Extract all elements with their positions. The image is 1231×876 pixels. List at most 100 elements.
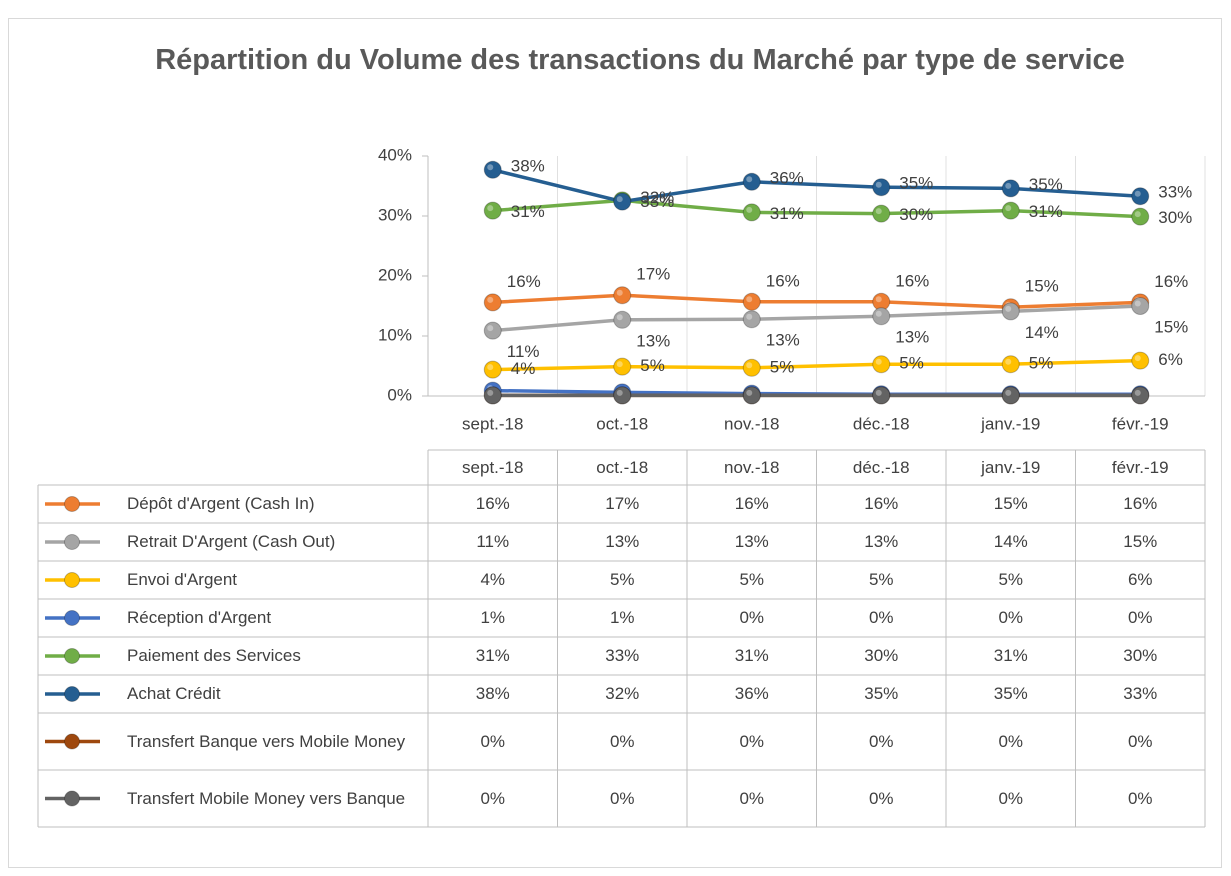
data-label: 38% bbox=[511, 156, 545, 175]
x-tick-label: nov.-18 bbox=[724, 414, 779, 433]
marker-highlight bbox=[875, 181, 882, 188]
legend-marker bbox=[64, 496, 80, 512]
table-value: 15% bbox=[946, 485, 1076, 523]
table-value-text: 1% bbox=[480, 608, 506, 627]
table-value: 31% bbox=[428, 637, 558, 675]
marker-highlight bbox=[616, 361, 623, 368]
table-value: 0% bbox=[687, 713, 817, 770]
table-value: 5% bbox=[558, 561, 688, 599]
series-marker bbox=[742, 203, 761, 222]
table-value-text: 13% bbox=[864, 532, 899, 551]
table-value: 17% bbox=[558, 485, 688, 523]
table-value-text: 16% bbox=[1123, 494, 1158, 513]
data-label: 15% bbox=[1025, 277, 1059, 296]
data-label: 13% bbox=[895, 328, 929, 347]
table-value-text: 30% bbox=[1123, 646, 1158, 665]
table-value-text: 0% bbox=[868, 788, 894, 808]
marker-highlight bbox=[1134, 300, 1141, 307]
series-marker bbox=[613, 286, 632, 305]
marker-highlight bbox=[746, 176, 753, 183]
series-marker bbox=[483, 360, 502, 379]
data-label: 31% bbox=[770, 204, 804, 223]
table-header: oct.-18 bbox=[558, 450, 688, 485]
table-value: 0% bbox=[1076, 713, 1206, 770]
table-value-text: 0% bbox=[998, 731, 1024, 751]
table-value-text: 0% bbox=[609, 788, 635, 808]
series-marker bbox=[1001, 355, 1020, 374]
table-value-text: 15% bbox=[993, 494, 1028, 513]
table-header: sept.-18 bbox=[428, 450, 558, 485]
legend-marker bbox=[64, 534, 80, 550]
table-value-text: 33% bbox=[605, 646, 640, 665]
marker-highlight bbox=[616, 314, 623, 321]
table-value: 0% bbox=[687, 599, 817, 637]
series-marker bbox=[872, 178, 891, 197]
data-label: 35% bbox=[899, 174, 933, 193]
table-value: 13% bbox=[558, 523, 688, 561]
table-value-text: 5% bbox=[739, 570, 765, 589]
legend-label: Envoi d'Argent bbox=[127, 561, 407, 599]
table-value-text: 5% bbox=[998, 570, 1024, 589]
table-value-text: 17% bbox=[605, 494, 640, 513]
y-tick-label: 40% bbox=[378, 145, 412, 164]
marker-highlight bbox=[487, 389, 494, 396]
table-value: 0% bbox=[817, 770, 947, 827]
chart-frame bbox=[8, 18, 1222, 868]
series-marker bbox=[483, 201, 502, 220]
series-marker bbox=[613, 357, 632, 376]
marker-highlight bbox=[746, 362, 753, 369]
data-label: 32% bbox=[640, 188, 674, 207]
marker-highlight bbox=[746, 313, 753, 320]
table-header: févr.-19 bbox=[1076, 450, 1206, 485]
x-tick-label: oct.-18 bbox=[596, 414, 648, 433]
table-value-text: 38% bbox=[475, 684, 510, 703]
marker-highlight bbox=[616, 389, 623, 396]
table-header-text: sept.-18 bbox=[462, 457, 524, 477]
table-value-text: 0% bbox=[998, 608, 1024, 627]
marker-highlight bbox=[487, 296, 494, 303]
table-value-text: 13% bbox=[605, 532, 640, 551]
data-label: 31% bbox=[511, 202, 545, 221]
table-value: 5% bbox=[817, 561, 947, 599]
table-value-text: 0% bbox=[739, 788, 765, 808]
data-label: 16% bbox=[895, 271, 929, 290]
table-value: 31% bbox=[687, 637, 817, 675]
x-tick-label: sept.-18 bbox=[462, 414, 523, 433]
series-marker bbox=[1131, 351, 1150, 370]
data-label: 13% bbox=[766, 331, 800, 350]
table-value-text: 0% bbox=[868, 731, 894, 751]
legend-label-text: Achat Crédit bbox=[127, 684, 221, 703]
marker-highlight bbox=[875, 389, 882, 396]
marker-highlight bbox=[875, 358, 882, 365]
x-tick-label: déc.-18 bbox=[853, 414, 910, 433]
table-value: 32% bbox=[558, 675, 688, 713]
table-value: 6% bbox=[1076, 561, 1206, 599]
series-marker bbox=[1131, 297, 1150, 315]
table-value-text: 11% bbox=[476, 532, 510, 551]
table-value: 0% bbox=[1076, 770, 1206, 827]
legend-label: Retrait D'Argent (Cash Out) bbox=[127, 523, 407, 561]
marker-highlight bbox=[616, 289, 623, 296]
x-tick-label: févr.-19 bbox=[1112, 414, 1169, 433]
marker-highlight bbox=[1005, 305, 1012, 312]
table-value: 16% bbox=[817, 485, 947, 523]
table-value-text: 32% bbox=[605, 684, 640, 703]
table-value: 33% bbox=[558, 637, 688, 675]
data-label: 31% bbox=[1029, 202, 1063, 221]
table-value: 14% bbox=[946, 523, 1076, 561]
table-value: 0% bbox=[428, 770, 558, 827]
data-label: 15% bbox=[1154, 317, 1188, 336]
table-value: 16% bbox=[428, 485, 558, 523]
table-value: 0% bbox=[946, 599, 1076, 637]
table-value: 30% bbox=[817, 637, 947, 675]
data-label: 30% bbox=[1158, 208, 1192, 227]
legend-label: Paiement des Services bbox=[127, 637, 407, 675]
legend-label-text: Envoi d'Argent bbox=[127, 570, 238, 589]
series-marker bbox=[872, 386, 891, 405]
marker-highlight bbox=[1005, 389, 1012, 396]
data-label: 16% bbox=[507, 272, 541, 291]
table-value: 33% bbox=[1076, 675, 1206, 713]
data-label: 11% bbox=[507, 342, 540, 361]
table-value-text: 5% bbox=[609, 570, 635, 589]
marker-highlight bbox=[1005, 205, 1012, 212]
